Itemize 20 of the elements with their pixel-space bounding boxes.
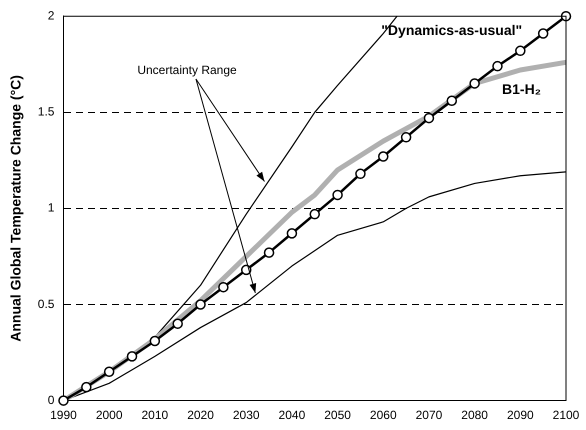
x-tick-label: 2020 [187,408,214,422]
x-tick-label: 2100 [552,408,580,422]
x-tick-label: 2000 [96,408,123,422]
x-tick-label: 2070 [416,408,443,422]
annotation: Uncertainty Range [137,63,237,78]
x-tick-label: 2090 [506,408,534,422]
x-tick-label: 2030 [232,408,260,422]
x-tick-label: 2040 [278,408,306,422]
y-tick-label: 1 [48,200,55,215]
x-tick-label: 1990 [50,408,78,422]
y-tick-label: 0.5 [38,296,55,311]
series-label: B1-H₂ [502,81,541,98]
y-tick-label: 0 [48,392,55,407]
y-tick-label: 1.5 [38,104,55,119]
x-tick-label: 2060 [370,408,397,422]
y-axis-title: Annual Global Temperature Change (°C) [7,75,24,342]
x-tick-label: 2080 [461,408,488,422]
y-tick-label: 2 [48,8,55,23]
x-tick-label: 2050 [324,408,352,422]
x-tick-label: 2010 [141,408,169,422]
